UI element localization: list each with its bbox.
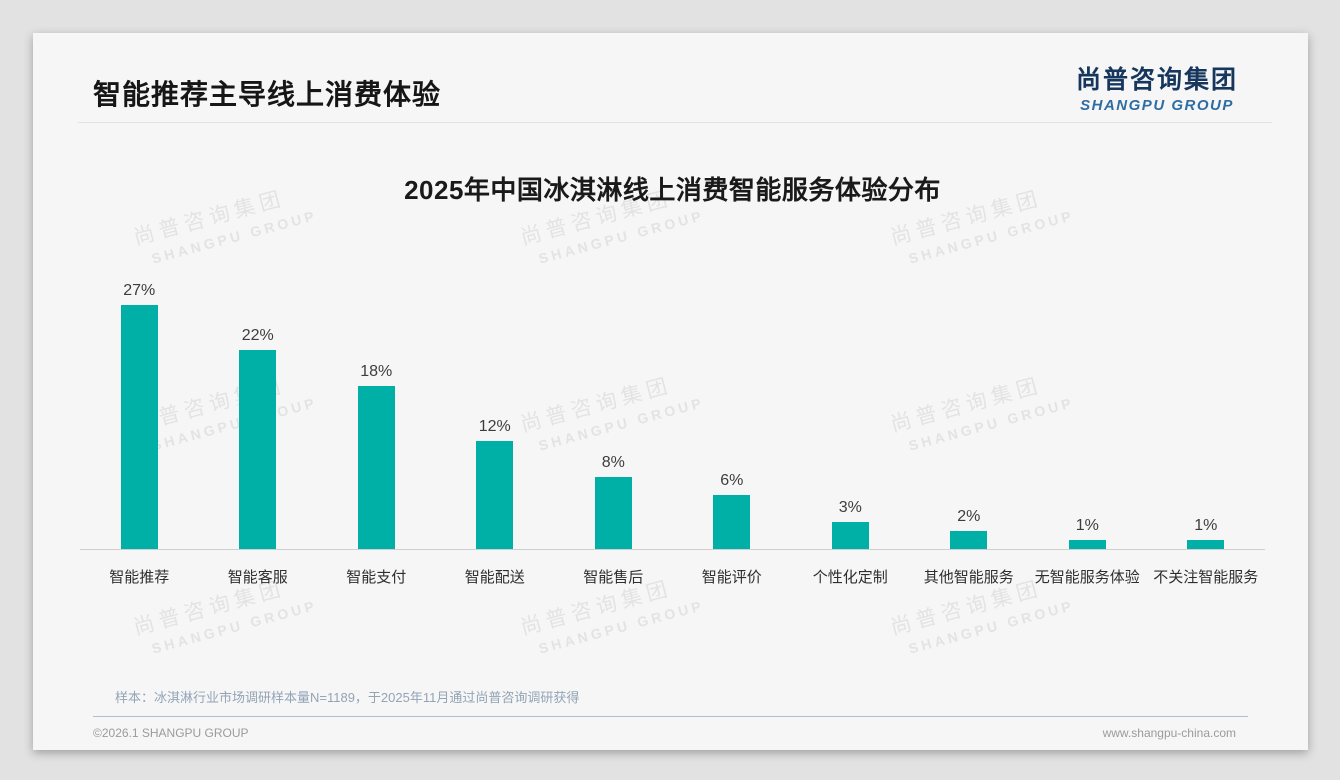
category-axis: 智能推荐 智能客服 智能支付 智能配送 智能售后 智能评价 个性化定制 其他智能服务 无智能服务… [80,566,1265,587]
bar-column: 27% [80,282,199,549]
bar-column: 1% [1147,517,1266,549]
footer-website: www.shangpu-china.com [1102,726,1236,740]
bar-value-label: 3% [838,499,862,516]
bar-value-label: 18% [360,363,393,380]
category-label: 其他智能服务 [923,569,1014,586]
bar-value-label: 6% [720,472,744,489]
watermark-english-text: SHANGPU GROUP [536,597,706,657]
logo-chinese-text: 尚普咨询集团 [1075,66,1238,94]
slide-card: 尚普咨询集团 SHANGPU GROUP 尚普咨询集团 SHANGPU GROUP 尚普… [33,33,1308,750]
watermark-english-text: SHANGPU GROUP [536,207,706,267]
watermark-english-text: SHANGPU GROUP [906,207,1076,267]
footer-divider [93,716,1248,717]
logo-english-text: SHANGPU GROUP [1080,97,1234,114]
category-label: 智能评价 [701,569,762,586]
bar [831,522,869,549]
watermark-english-text: SHANGPU GROUP [149,597,319,657]
bar-column: 3% [791,499,910,549]
bar-value-label: 1% [1194,517,1218,534]
category-label: 智能配送 [464,569,525,586]
bar [120,305,158,549]
bar-value-label: 12% [478,418,511,435]
bar [1187,540,1225,549]
header-divider [78,122,1272,123]
chart-title: 2025年中国冰淇淋线上消费智能服务体验分布 [404,175,941,205]
bar [357,386,395,549]
bar-value-label: 8% [601,454,625,471]
bar-column: 1% [1028,517,1147,549]
bar [239,350,277,549]
watermark-english-text: SHANGPU GROUP [906,597,1076,657]
bar-value-label: 27% [123,282,156,299]
category-label: 智能推荐 [109,569,170,586]
bar-value-label: 2% [957,508,981,525]
bar-column: 22% [199,327,318,549]
bar-value-label: 22% [241,327,274,344]
category-label: 不关注智能服务 [1153,569,1259,586]
bar-chart-plot: 27% 22% 18% 12% 8% 6% 3% 2% 1% 1% [80,264,1265,550]
bar [713,495,751,549]
bar [1068,540,1106,549]
category-label: 智能售后 [583,569,644,586]
category-label: 无智能服务体验 [1034,569,1140,586]
category-label: 个性化定制 [812,569,888,586]
footer-copyright: ©2026.1 SHANGPU GROUP [93,726,249,740]
bar [476,441,514,549]
bar-column: 12% [436,418,555,549]
category-label: 智能支付 [346,569,407,586]
bar [950,531,988,549]
page-title: 智能推荐主导线上消费体验 [93,79,442,110]
sample-note: 样本：冰淇淋行业市场调研样本量N=1189，于2025年11月通过尚普咨询调研获… [115,690,580,705]
bar-column: 2% [910,508,1029,549]
bar [594,477,632,549]
company-logo: 尚普咨询集团 SHANGPU GROUP [1076,60,1238,114]
bar-value-label: 1% [1075,517,1099,534]
watermark-english-text: SHANGPU GROUP [149,207,319,267]
bar-column: 6% [673,472,792,549]
bar-column: 18% [317,363,436,549]
bar-column: 8% [554,454,673,549]
category-label: 智能客服 [227,569,288,586]
